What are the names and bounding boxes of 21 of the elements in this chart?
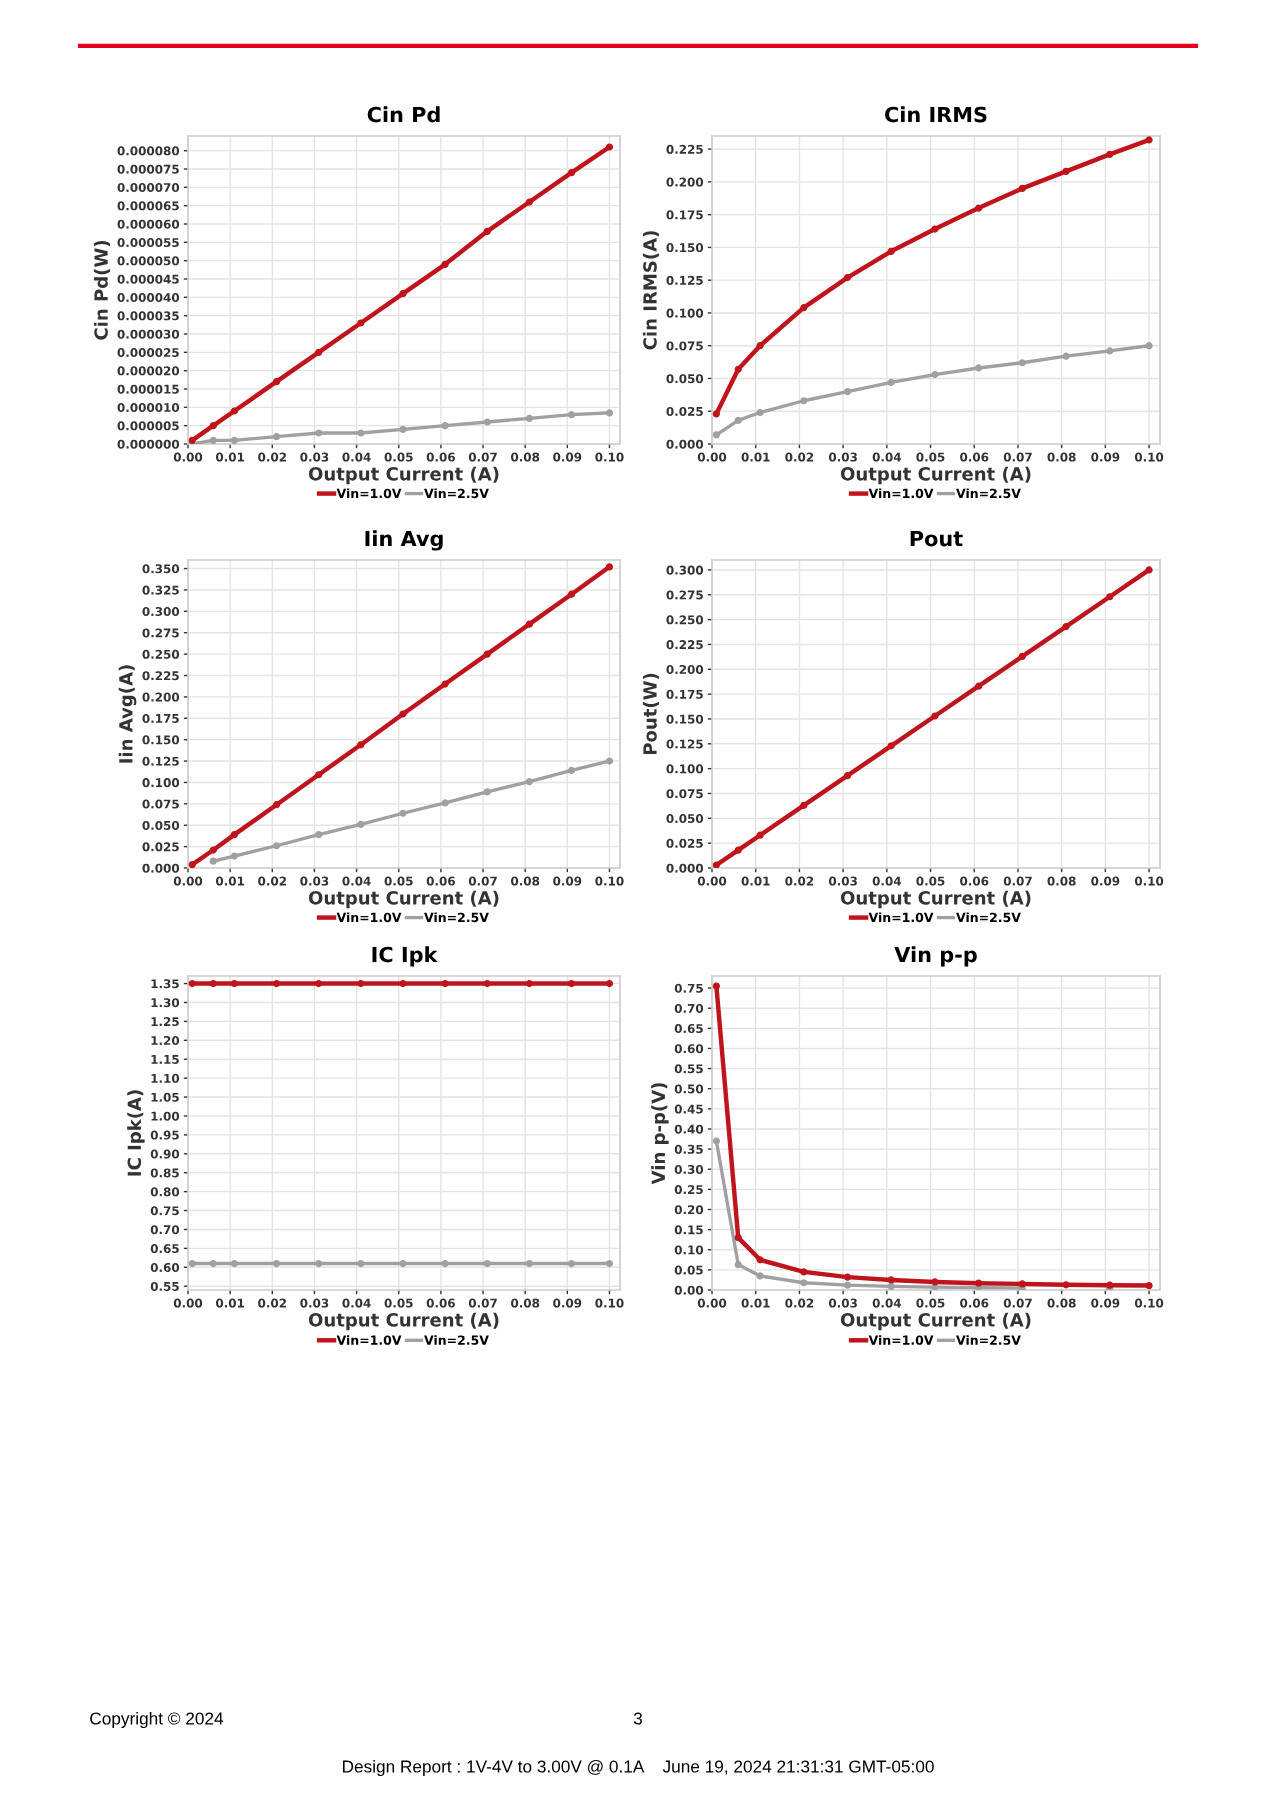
text: Design Report : 1V-4V to 3.00V @ 0.1A June 19, 2024 21:31:31 GMT-05:00 — [342, 1759, 934, 1777]
x-axis-title: Output Current (A) — [308, 890, 499, 909]
chart-title: Cin Pd — [367, 106, 440, 123]
y-axis-title: Iin Avg(A) — [118, 665, 137, 763]
x-axis-title: Output Current (A) — [840, 466, 1031, 485]
text: Copyright © 2024 — [90, 1711, 224, 1729]
chart-title: Pout — [910, 530, 963, 547]
y-axis-title: Cin Pd(W) — [93, 240, 111, 340]
y-axis-title: Cin IRMS(A) — [642, 231, 659, 350]
y-axis-title: Pout(W) — [642, 673, 659, 755]
y-axis-title: Vin p-p(V) — [651, 1083, 669, 1185]
chart-title: Cin IRMS — [885, 106, 987, 123]
y-axis-title: IC Ipk(A) — [127, 1090, 145, 1176]
chart-title: IC Ipk — [372, 946, 438, 967]
x-axis-title: Output Current (A) — [308, 1312, 499, 1331]
x-axis-title: Output Current (A) — [840, 890, 1031, 909]
x-axis-title: Output Current (A) — [840, 1312, 1031, 1331]
chart-title: Vin p-p — [894, 946, 977, 967]
text: 3 — [633, 1712, 643, 1725]
chart-title: Iin Avg — [365, 530, 443, 551]
x-axis-title: Output Current (A) — [308, 466, 499, 485]
